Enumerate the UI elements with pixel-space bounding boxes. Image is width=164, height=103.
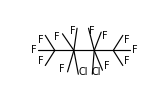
Text: F: F xyxy=(59,64,64,74)
Text: F: F xyxy=(31,45,36,55)
Text: F: F xyxy=(102,31,108,41)
Text: F: F xyxy=(70,26,76,36)
Text: F: F xyxy=(124,35,130,45)
Text: Cl: Cl xyxy=(79,67,88,77)
Text: F: F xyxy=(54,32,60,42)
Text: F: F xyxy=(104,61,109,71)
Text: Cl: Cl xyxy=(92,67,101,77)
Text: F: F xyxy=(38,35,44,45)
Text: F: F xyxy=(132,45,137,55)
Text: F: F xyxy=(124,56,130,66)
Text: F: F xyxy=(38,56,44,66)
Text: F: F xyxy=(89,26,95,36)
